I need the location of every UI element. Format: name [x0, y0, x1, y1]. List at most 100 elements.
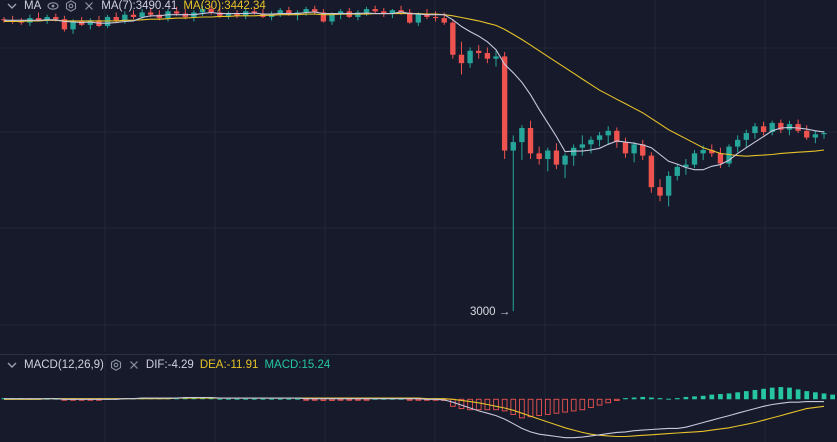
candle-body	[199, 9, 206, 13]
macd-histogram-bar	[510, 398, 517, 415]
candle-body	[130, 14, 137, 17]
close-icon[interactable]	[83, 0, 95, 12]
ma7-value: MA(7):3490.41	[101, 0, 178, 12]
candle-body	[691, 153, 698, 165]
candle-body	[208, 9, 214, 13]
candle-body	[545, 150, 551, 159]
candle-body	[726, 146, 732, 164]
candle-body	[760, 126, 767, 132]
ma-legend: MA MA(7):3490.41 MA(30):3442.34	[0, 0, 272, 12]
candle-body	[53, 16, 59, 20]
macd-histogram-bar	[752, 389, 758, 400]
macd-histogram-bar	[217, 398, 223, 400]
chevron-down-icon[interactable]	[6, 359, 18, 371]
macd-histogram-bar	[234, 398, 240, 400]
candle-body	[683, 164, 689, 167]
macd-histogram-bar	[596, 398, 603, 406]
candle-body	[640, 144, 646, 156]
candle-body	[812, 134, 819, 138]
macd-histogram-bar	[648, 397, 654, 400]
macd-histogram-bar	[588, 398, 594, 408]
macd-histogram-bar	[692, 396, 697, 400]
ma-label: MA	[24, 0, 42, 12]
candle-body	[122, 14, 128, 21]
candle-body	[519, 128, 525, 143]
gear-icon[interactable]	[65, 0, 77, 12]
candle-body	[571, 147, 577, 156]
candle-body	[424, 13, 430, 17]
macd-histogram-bar	[475, 398, 482, 411]
macd-histogram-bar	[821, 393, 827, 400]
candle-body	[527, 128, 534, 154]
candle-body	[113, 16, 119, 21]
candle-body	[769, 122, 775, 132]
candle-body	[476, 50, 482, 54]
macd-histogram-bar	[355, 398, 361, 401]
candle-body	[415, 13, 421, 23]
macd-histogram-bar	[562, 398, 568, 413]
macd-histogram-bar	[769, 387, 775, 400]
candle-body	[501, 56, 508, 151]
candle-body	[398, 10, 404, 13]
macd-histogram-bar	[623, 398, 628, 400]
macd-histogram-bar	[544, 398, 551, 415]
macd-histogram-bar	[311, 398, 318, 401]
macd-histogram-bar	[830, 394, 836, 400]
macd-value: MACD:15.24	[264, 359, 331, 371]
macd-histogram-bar	[251, 398, 257, 400]
candle-body	[536, 153, 542, 159]
macd-histogram-bar	[787, 387, 792, 400]
candle-body	[596, 135, 603, 140]
candle-body	[450, 22, 456, 55]
candle-body	[441, 18, 447, 23]
macd-histogram-bar	[243, 398, 249, 400]
candle-body	[665, 175, 672, 196]
candle-body	[35, 18, 42, 21]
chevron-down-icon[interactable]	[6, 0, 18, 12]
macd-histogram-bar	[726, 393, 732, 400]
macd-histogram-bar	[527, 398, 534, 418]
candle-body	[579, 144, 585, 148]
dif-line	[4, 396, 824, 439]
candle-body	[225, 13, 232, 16]
candle-body	[622, 142, 629, 154]
macd-label: MACD(12,26,9)	[24, 359, 104, 371]
ma30-line	[4, 13, 825, 157]
candle-body	[372, 9, 378, 12]
candle-body	[320, 12, 327, 22]
macd-histogram-bar	[570, 398, 577, 412]
low-price-annotation: 3000 →	[470, 306, 510, 318]
macd-histogram-bar	[735, 392, 741, 400]
macd-histogram-bar	[812, 392, 818, 400]
candle-body	[657, 187, 663, 196]
candle-body	[355, 12, 361, 17]
candle-body	[735, 139, 741, 147]
candle-body	[648, 155, 655, 188]
dea-value: DEA:-11.91	[199, 359, 259, 371]
gear-icon[interactable]	[110, 359, 122, 371]
macd-histogram-bar	[320, 398, 327, 401]
macd-histogram-bar	[718, 394, 723, 400]
candle-body	[700, 149, 706, 154]
candle-body	[79, 21, 85, 25]
candle-body	[467, 50, 473, 64]
macd-histogram-bar	[303, 398, 309, 401]
macd-histogram-bar	[346, 398, 353, 401]
candle-body	[44, 16, 50, 21]
macd-histogram-bar	[761, 388, 766, 400]
candle-body	[173, 11, 180, 14]
eye-icon[interactable]	[47, 0, 59, 12]
macd-histogram-bar	[683, 396, 689, 400]
macd-histogram-bar	[406, 398, 413, 401]
candle-body	[381, 11, 387, 14]
macd-histogram-bar	[295, 398, 300, 400]
macd-histogram-bar	[501, 398, 508, 412]
close-icon[interactable]	[128, 359, 140, 371]
candle-body	[61, 19, 68, 30]
candle-body	[778, 122, 784, 130]
candle-body	[588, 139, 594, 145]
candle-body	[70, 21, 76, 30]
candle-body	[148, 12, 154, 15]
macd-histogram-bar	[329, 398, 335, 401]
